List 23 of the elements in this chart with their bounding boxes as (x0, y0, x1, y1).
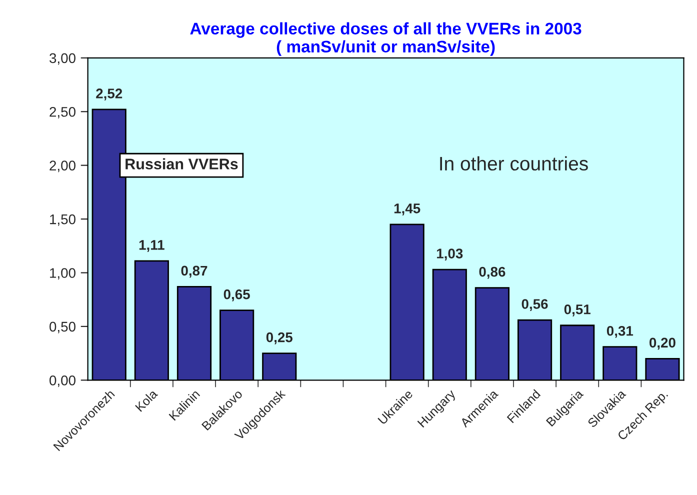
data-label: 0,31 (606, 326, 634, 338)
data-label: 0,51 (564, 304, 590, 316)
annotation: Russian VVERs (126, 158, 238, 170)
y-tick-label: 3,00 (50, 53, 76, 65)
annotation: In other countries (440, 156, 588, 171)
data-label: 1,03 (437, 248, 463, 260)
y-tick-label: 2,00 (50, 160, 76, 172)
y-tick-label: 0,50 (50, 322, 76, 334)
data-label: 1,11 (139, 240, 164, 252)
data-label: 1,45 (394, 204, 420, 216)
y-tick-label: 1,50 (50, 214, 76, 226)
data-label: 2,52 (96, 88, 122, 100)
x-tick-label: Kola (134, 388, 158, 412)
y-tick-label: 2,50 (50, 106, 76, 118)
y-tick-label: 0,00 (50, 375, 76, 387)
data-label: 0,20 (650, 338, 676, 350)
data-label: 0,87 (181, 266, 208, 278)
data-label: 0,86 (479, 266, 506, 279)
chart-title: Average collective doses of all the VVERs in 2003 ( manSv/unit or manSv/site) (190, 22, 582, 56)
y-tick-label: 1,00 (50, 268, 76, 280)
data-label: 0,25 (266, 332, 293, 344)
data-label: 0,56 (522, 299, 548, 311)
data-label: 0,65 (224, 289, 250, 302)
